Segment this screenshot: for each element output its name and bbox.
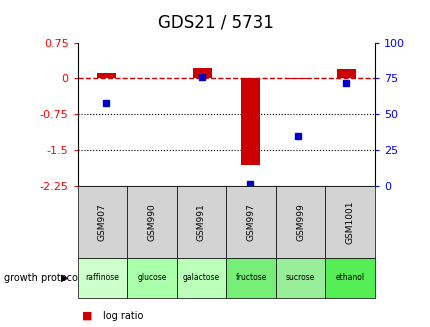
- Text: glucose: glucose: [137, 273, 166, 283]
- Text: log ratio: log ratio: [103, 311, 144, 320]
- Text: GSM999: GSM999: [295, 203, 304, 241]
- Text: GSM991: GSM991: [197, 203, 206, 241]
- Bar: [336, 69, 355, 78]
- Text: raffinose: raffinose: [85, 273, 119, 283]
- Text: ▶: ▶: [61, 273, 69, 283]
- Text: growth protocol: growth protocol: [4, 273, 81, 283]
- Text: sucrose: sucrose: [285, 273, 315, 283]
- Text: ethanol: ethanol: [335, 273, 364, 283]
- Bar: [240, 78, 259, 165]
- Text: GSM990: GSM990: [147, 203, 156, 241]
- Text: ■: ■: [82, 311, 92, 320]
- Text: galactose: galactose: [182, 273, 220, 283]
- Bar: [97, 73, 116, 78]
- Text: GSM997: GSM997: [246, 203, 255, 241]
- Text: GSM1001: GSM1001: [345, 200, 354, 244]
- Text: fructose: fructose: [235, 273, 266, 283]
- Text: GDS21 / 5731: GDS21 / 5731: [157, 14, 273, 32]
- Text: GSM907: GSM907: [98, 203, 107, 241]
- Bar: [288, 78, 307, 79]
- Bar: [192, 68, 212, 78]
